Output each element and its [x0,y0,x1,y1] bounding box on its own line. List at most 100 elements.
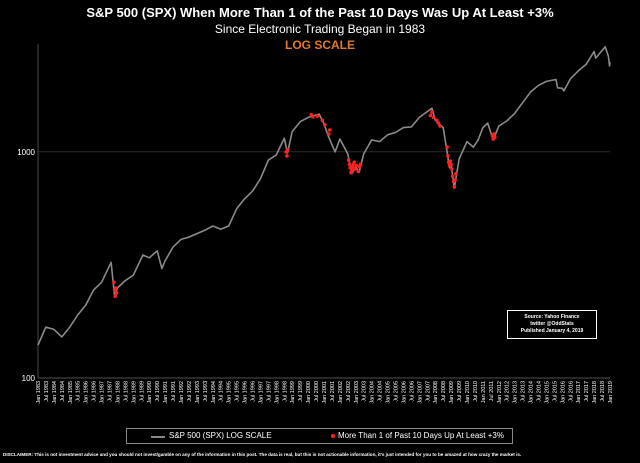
source-box: Source: Yahoo Finance twitter @OddStats … [507,310,597,339]
x-tick-label: Jan 1983 [36,381,42,404]
highlight-point [323,122,327,127]
x-tick-label: Jan 1998 [274,381,280,404]
x-tick-label: Jan 2011 [481,381,487,403]
x-tick-label: Jul 2006 [409,381,415,402]
x-tick-label: Jan 1987 [100,381,106,404]
highlight-point [454,172,458,176]
highlight-point [114,291,119,295]
highlight-point [431,115,436,120]
highlight-point [354,163,359,168]
chart-legend: S&P 500 (SPX) LOG SCALE More Than 1 of P… [126,428,513,444]
x-tick-label: Jul 2017 [584,381,590,402]
x-tick-label: Jan 2016 [560,381,566,404]
highlight-point [435,118,439,123]
x-tick-label: Jan 2002 [338,381,344,404]
x-tick-label: Jul 2011 [489,381,495,401]
x-tick-label: Jan 2005 [386,381,392,404]
highlight-point [320,118,325,123]
x-tick-label: Jul 2004 [378,381,384,402]
source-line: Source: Yahoo Finance [524,314,580,320]
log-scale-note: LOG SCALE [284,38,355,52]
highlight-point [113,294,117,299]
highlight-point [438,124,442,128]
x-tick-label: Jan 2007 [417,381,423,404]
highlight-point [436,121,441,125]
x-tick-label: Jul 1994 [219,381,225,402]
x-tick-label: Jul 2005 [394,381,400,402]
highlight-point [428,113,433,118]
highlight-point [449,162,453,167]
published-line: Published January 4, 2019 [520,328,584,334]
highlight-point [445,145,449,149]
x-tick-label: Jan 1988 [115,381,121,404]
x-tick-label: Jan 1989 [131,381,137,404]
twitter-line: twitter @OddStats [530,321,574,327]
x-tick-label: Jan 1997 [258,381,264,404]
x-tick-label: Jan 2009 [449,381,455,404]
highlight-point [450,174,455,179]
x-tick-label: Jan 1985 [68,381,74,404]
x-tick-label: Jan 2015 [544,381,550,404]
x-tick-label: Jul 2007 [425,381,431,402]
x-tick-label: Jul 1996 [251,381,257,402]
highlight-point [315,114,320,118]
x-tick-label: Jan 2006 [401,381,407,404]
x-tick-label: Jul 1997 [266,381,272,402]
x-tick-label: Jul 1986 [92,381,98,402]
highlight-point [453,178,457,182]
highlight-point [112,280,116,285]
x-tick-label: Jan 1995 [227,381,233,404]
highlight-point [346,158,351,162]
x-tick-label: Jul 2009 [457,381,463,402]
x-tick-label: Jul 2012 [505,381,511,402]
highlight-point [350,168,354,172]
x-tick-label: Jan 1999 [290,381,296,404]
highlight-point [327,132,331,136]
highlight-point [358,162,363,167]
x-tick-label: Jan 2004 [370,381,376,404]
x-tick-label: Jul 1991 [171,381,177,402]
x-tick-label: Jan 2013 [513,381,519,404]
x-tick-label: Jul 2016 [568,381,574,402]
x-tick-label: Jan 1994 [211,381,217,404]
legend-line-swatch [151,436,165,438]
x-tick-label: Jan 1992 [179,381,185,404]
x-tick-label: Jul 2013 [521,381,527,402]
x-tick-label: Jan 2010 [465,381,471,404]
disclaimer: DISCLAIMER: This is not investment advic… [3,452,522,457]
highlight-point [311,115,315,119]
x-tick-label: Jan 2017 [576,381,582,404]
x-tick-label: Jul 1998 [282,381,288,402]
x-tick-label: Jan 1990 [147,381,153,404]
y-tick-label: 1000 [17,148,35,157]
x-tick-label: Jul 1984 [60,381,66,402]
x-tick-label: Jul 1999 [298,381,304,402]
x-tick-label: Jul 1992 [187,381,193,402]
highlight-point [446,154,450,158]
x-tick-label: Jan 2018 [592,381,598,404]
highlight-point [356,169,361,174]
x-tick-label: Jul 2008 [441,381,447,402]
x-tick-label: Jan 1986 [84,381,90,404]
highlight-point [352,160,357,164]
y-tick-label: 100 [22,374,36,383]
x-tick-label: Jan 1991 [163,381,169,404]
x-tick-label: Jul 2000 [314,381,320,402]
highlight-point [493,135,497,140]
highlight-point [430,110,434,114]
highlight-point [353,167,357,171]
x-tick-label: Jan 2012 [497,381,503,404]
x-tick-label: Jan 1993 [195,381,201,404]
legend-label-highlight: More Than 1 of Past 10 Days Up At Least … [338,431,504,440]
chart-title: S&P 500 (SPX) When More Than 1 of the Pa… [86,5,554,20]
x-tick-label: Jul 1988 [123,381,129,402]
x-tick-label: Jan 2019 [608,381,614,404]
x-tick-label: Jan 1996 [243,381,249,404]
x-tick-label: Jul 1985 [76,381,82,402]
highlight-point [347,162,352,167]
legend-dot-swatch [331,434,335,438]
x-tick-label: Jan 2003 [354,381,360,404]
highlight-point [285,154,289,158]
highlight-point [327,128,332,132]
